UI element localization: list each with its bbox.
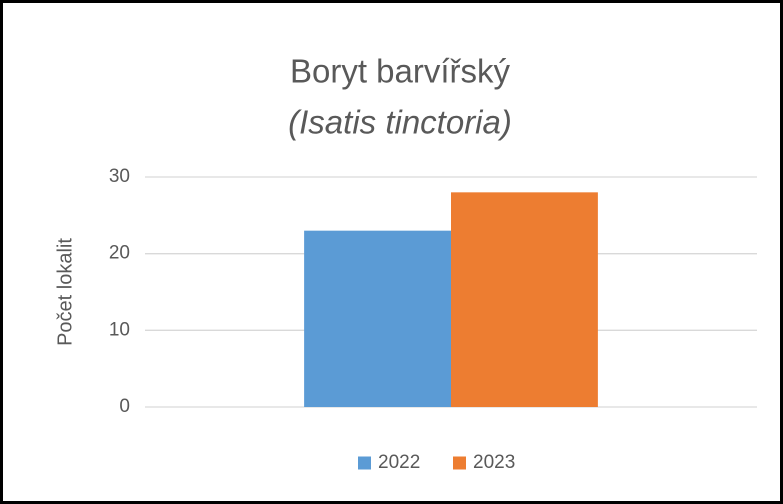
- y-tick-label: 0: [119, 396, 130, 417]
- y-axis-label: Počet lokalit: [54, 238, 76, 346]
- legend-swatch: [358, 456, 371, 470]
- y-tick-label: 20: [109, 243, 130, 264]
- bar: [304, 230, 451, 407]
- chart-subtitle: (Isatis tinctoria): [288, 104, 512, 141]
- legend-label: 2023: [473, 452, 515, 473]
- bar: [451, 192, 598, 407]
- legend-swatch: [453, 456, 466, 470]
- chart-title: Boryt barvířský: [290, 53, 511, 90]
- y-tick-label: 10: [109, 319, 130, 340]
- legend-label: 2022: [378, 452, 420, 473]
- y-tick-label: 30: [109, 166, 130, 187]
